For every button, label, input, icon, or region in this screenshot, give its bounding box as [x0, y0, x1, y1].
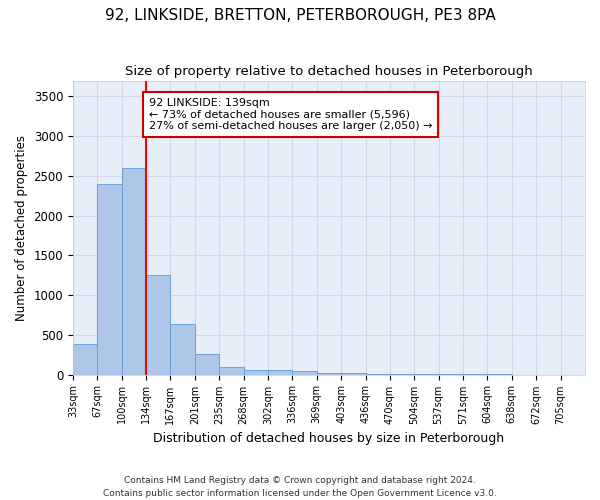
X-axis label: Distribution of detached houses by size in Peterborough: Distribution of detached houses by size … [154, 432, 505, 445]
Text: 92 LINKSIDE: 139sqm
← 73% of detached houses are smaller (5,596)
27% of semi-det: 92 LINKSIDE: 139sqm ← 73% of detached ho… [149, 98, 433, 131]
Bar [146, 275, 170, 374]
Bar [122, 168, 146, 374]
Bar [317, 372, 341, 374]
Bar [219, 366, 244, 374]
Y-axis label: Number of detached properties: Number of detached properties [15, 134, 28, 320]
Bar [195, 354, 219, 374]
Bar [292, 370, 317, 374]
Title: Size of property relative to detached houses in Peterborough: Size of property relative to detached ho… [125, 65, 533, 78]
Bar [244, 370, 268, 374]
Text: Contains HM Land Registry data © Crown copyright and database right 2024.
Contai: Contains HM Land Registry data © Crown c… [103, 476, 497, 498]
Bar [97, 184, 122, 374]
Bar [170, 324, 195, 374]
Bar [73, 344, 97, 374]
Text: 92, LINKSIDE, BRETTON, PETERBOROUGH, PE3 8PA: 92, LINKSIDE, BRETTON, PETERBOROUGH, PE3… [104, 8, 496, 22]
Bar [268, 370, 292, 374]
